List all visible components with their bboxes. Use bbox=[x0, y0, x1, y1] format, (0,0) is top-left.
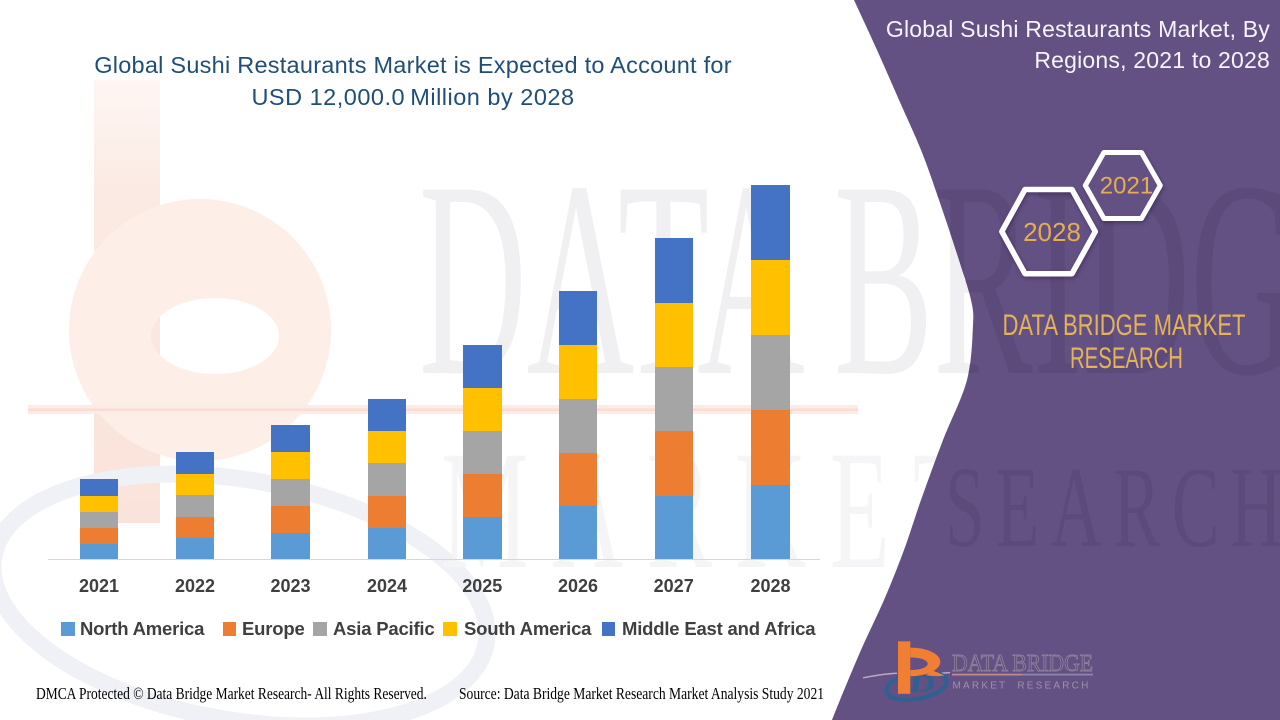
svg-text:2021: 2021 bbox=[1100, 173, 1153, 200]
svg-text:2028: 2028 bbox=[1023, 217, 1081, 247]
svg-text:SEARCH: SEARCH bbox=[945, 444, 1280, 571]
svg-text:DATA BRIDGE MARKET: DATA BRIDGE MARKET bbox=[1003, 309, 1246, 342]
svg-text:MARKET RESEARCH: MARKET RESEARCH bbox=[953, 681, 1091, 692]
svg-text:DATA BRIDGE: DATA BRIDGE bbox=[952, 651, 1093, 677]
svg-text:RESEARCH: RESEARCH bbox=[1070, 342, 1183, 375]
